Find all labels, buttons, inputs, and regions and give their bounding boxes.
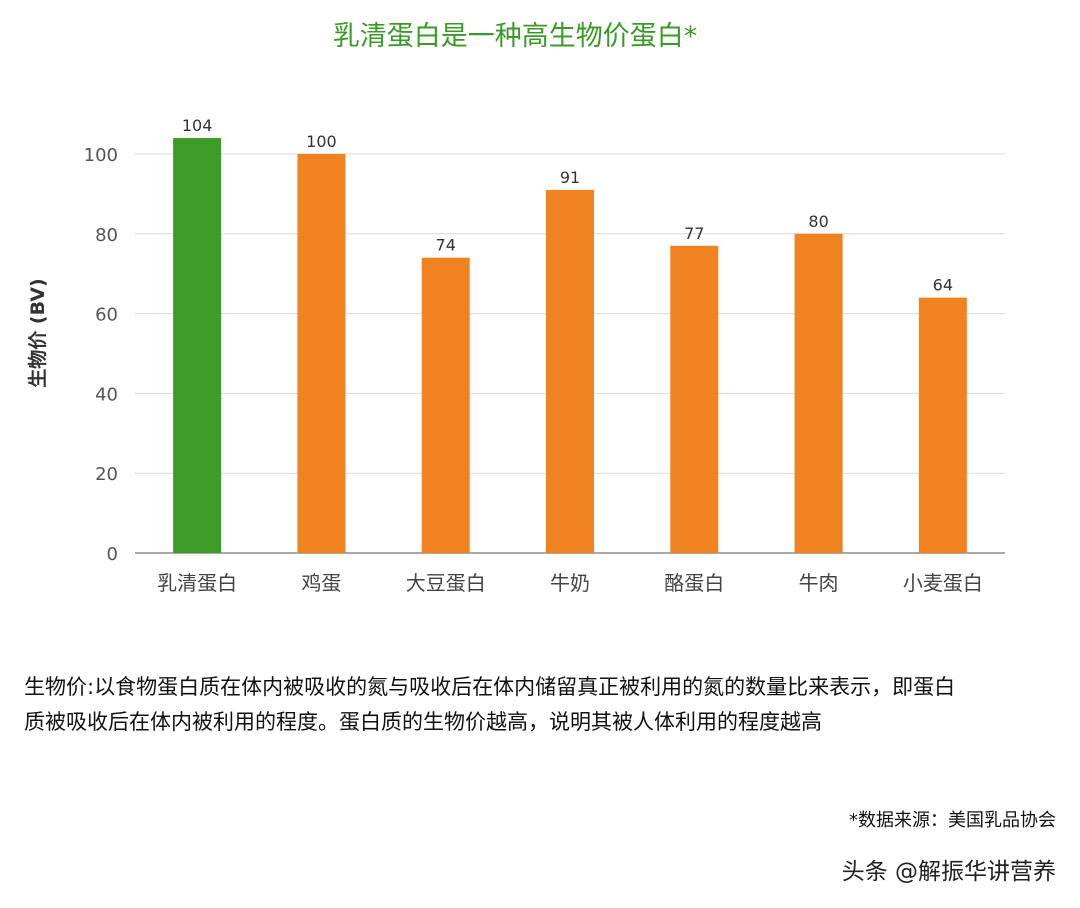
y-tick-label: 20	[95, 464, 118, 485]
chart-title: 乳清蛋白是一种高生物价蛋白*	[332, 21, 698, 52]
y-tick-label: 0	[107, 544, 118, 565]
data-label: 104	[182, 116, 213, 135]
bar	[794, 233, 843, 554]
y-tick-label: 40	[95, 384, 118, 405]
y-axis-label: 生物价 (BV)	[26, 278, 49, 387]
bar	[421, 257, 470, 553]
x-tick-label: 小麦蛋白	[903, 571, 983, 595]
data-label: 100	[306, 132, 337, 151]
x-axis-ticks: 乳清蛋白 鸡蛋 大豆蛋白 牛奶 酪蛋白 牛肉 小麦蛋白	[157, 571, 983, 595]
watermark: 头条 @解振华讲营养	[841, 859, 1056, 885]
bar	[918, 297, 967, 553]
x-tick-label: 大豆蛋白	[406, 571, 486, 595]
bar	[546, 189, 594, 553]
bv-definition-text: 生物价:以食物蛋白质在体内被吸收的氮与吸收后在体内储留真正被利用的氮的数量比来表…	[24, 675, 956, 734]
bar-chart: 0 20 40 60 80 100 104 100 74 91 77 80 64 乳清蛋白 鸡蛋 大豆蛋白…	[26, 116, 1005, 595]
data-label: 64	[933, 276, 953, 295]
data-label: 80	[808, 212, 828, 231]
x-tick-label: 乳清蛋白	[157, 571, 237, 595]
data-labels: 104 100 74 91 77 80 64	[182, 116, 953, 295]
y-tick-label: 100	[84, 145, 118, 166]
data-label: 91	[560, 168, 580, 187]
x-tick-label: 牛肉	[799, 571, 839, 595]
bars	[173, 138, 967, 554]
bar	[173, 138, 222, 553]
data-source-note: *数据来源：美国乳品协会	[849, 810, 1056, 831]
bar	[670, 245, 719, 553]
y-tick-label: 60	[95, 305, 118, 326]
y-tick-label: 80	[95, 225, 118, 246]
data-label: 74	[436, 236, 456, 255]
y-axis-ticks: 0 20 40 60 80 100	[84, 145, 118, 565]
data-label: 77	[684, 224, 704, 243]
x-tick-label: 酪蛋白	[664, 571, 724, 595]
x-tick-label: 牛奶	[550, 571, 590, 595]
x-tick-label: 鸡蛋	[301, 571, 341, 595]
bar	[297, 154, 346, 553]
